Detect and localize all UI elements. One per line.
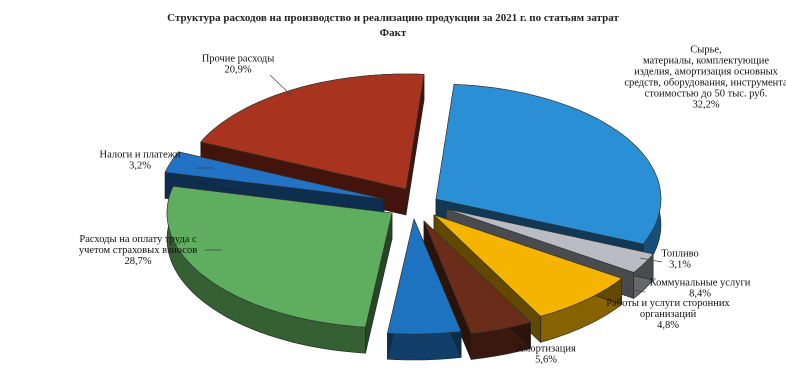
chart-title: Структура расходов на производство и реа… [167,12,619,24]
slice-label-7: Прочие расходы 20,9% [202,54,275,76]
pie-slice-5 [166,185,393,354]
slice-label-0: Сырье, материалы, комплектующие изделия, а… [624,45,786,111]
slice-label-6: Налоги и платежи 3,2% [100,150,181,172]
slice-label-4: Амортизация 5,6% [516,344,576,366]
leader-line-3 [639,257,663,263]
slice-label-5: Расходы на оплату труда с учетом страховы… [79,234,197,267]
leader-line-0 [269,74,293,97]
slice-label-3: Работы и услуги сторонних организаций 4,8% [606,298,730,331]
pie-slice-4 [387,218,462,361]
pie-slice-3 [423,220,532,360]
leader-line-4 [611,285,646,293]
slice-label-1: Топливо 3,1% [661,249,699,271]
chart-subtitle: Факт [379,27,407,39]
slice-label-2: Коммунальные услуги 8,4% [650,278,751,300]
